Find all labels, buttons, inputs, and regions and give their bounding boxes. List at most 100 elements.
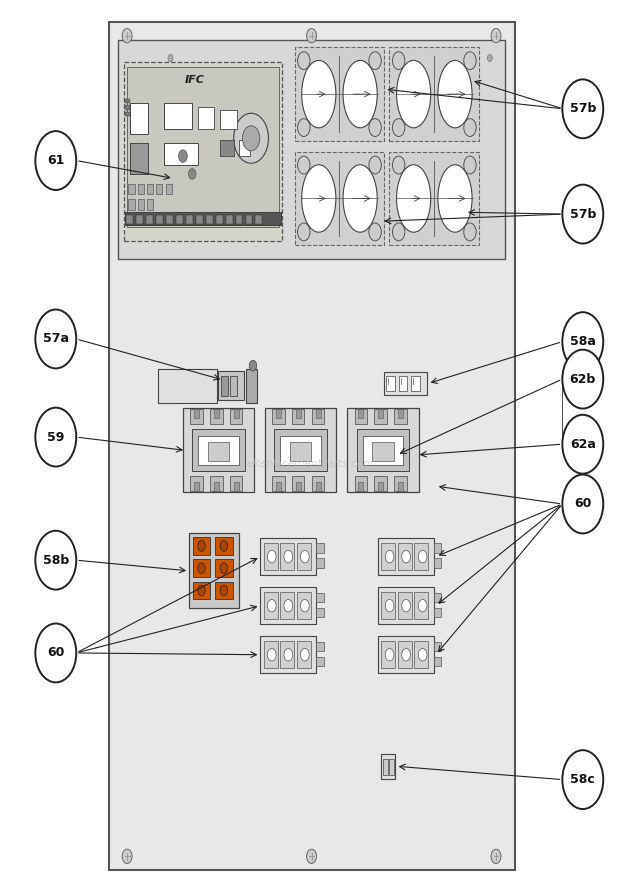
Circle shape — [369, 52, 381, 70]
Bar — [125, 212, 281, 225]
Ellipse shape — [343, 165, 377, 232]
Bar — [210, 409, 223, 424]
Bar — [198, 436, 239, 466]
Circle shape — [418, 550, 427, 563]
Bar — [280, 592, 294, 619]
Circle shape — [402, 599, 410, 612]
Bar — [374, 409, 387, 424]
Ellipse shape — [438, 61, 472, 128]
Text: 59: 59 — [47, 431, 64, 443]
Bar — [414, 543, 428, 570]
Circle shape — [562, 415, 603, 474]
Circle shape — [418, 599, 427, 612]
Bar — [356, 429, 409, 471]
Bar — [193, 537, 210, 555]
Circle shape — [179, 150, 187, 162]
Bar — [381, 592, 396, 619]
Circle shape — [301, 599, 309, 612]
Bar — [118, 40, 505, 259]
Bar — [166, 184, 172, 194]
Circle shape — [188, 169, 196, 179]
Bar — [434, 657, 441, 666]
Circle shape — [369, 223, 381, 241]
Bar — [312, 476, 324, 491]
Circle shape — [298, 119, 310, 136]
Circle shape — [267, 550, 276, 563]
Circle shape — [35, 531, 76, 590]
Bar — [294, 152, 384, 245]
Bar — [125, 112, 130, 116]
Bar — [255, 215, 262, 224]
Circle shape — [220, 563, 228, 574]
Bar — [399, 376, 407, 391]
Bar — [265, 408, 336, 492]
Circle shape — [220, 585, 228, 596]
Bar — [198, 107, 214, 129]
Circle shape — [464, 119, 476, 136]
Bar — [316, 641, 324, 651]
Bar — [389, 47, 479, 141]
Bar — [434, 543, 441, 553]
Bar — [280, 641, 294, 668]
Bar — [146, 215, 153, 224]
Bar — [194, 482, 199, 491]
Bar — [355, 409, 367, 424]
Text: 58b: 58b — [43, 554, 69, 566]
Circle shape — [198, 563, 205, 574]
Circle shape — [385, 550, 394, 563]
Bar — [381, 641, 396, 668]
Bar — [236, 215, 242, 224]
Bar — [193, 582, 210, 599]
Bar — [147, 199, 153, 210]
Bar — [381, 754, 395, 779]
Ellipse shape — [302, 61, 336, 128]
Circle shape — [562, 185, 603, 244]
Bar — [214, 409, 219, 418]
Bar — [398, 641, 412, 668]
Text: 61: 61 — [47, 154, 64, 167]
Bar — [156, 184, 162, 194]
Bar — [126, 215, 133, 224]
Bar — [218, 371, 244, 400]
Bar — [398, 592, 412, 619]
Bar — [234, 409, 239, 418]
Bar — [186, 215, 193, 224]
Bar — [374, 476, 387, 491]
Bar — [264, 543, 278, 570]
Circle shape — [35, 408, 76, 467]
Bar — [230, 376, 237, 396]
Circle shape — [35, 131, 76, 190]
Bar — [394, 409, 407, 424]
Bar — [215, 582, 232, 599]
Bar — [124, 62, 282, 241]
Circle shape — [284, 648, 293, 661]
Bar — [280, 543, 294, 570]
Circle shape — [301, 648, 309, 661]
Bar — [210, 476, 223, 491]
Bar — [194, 409, 199, 418]
Circle shape — [464, 156, 476, 174]
Bar — [215, 559, 232, 577]
Bar — [128, 184, 135, 194]
Bar — [230, 409, 242, 424]
Bar — [192, 429, 245, 471]
Bar — [274, 429, 327, 471]
Bar — [394, 476, 407, 491]
Circle shape — [35, 624, 76, 682]
Bar — [138, 184, 144, 194]
Circle shape — [562, 750, 603, 809]
Bar — [434, 607, 441, 617]
Bar — [398, 543, 412, 570]
Bar — [130, 103, 148, 134]
Bar — [411, 376, 420, 391]
Bar — [316, 558, 324, 568]
Bar — [220, 110, 237, 129]
Bar — [108, 22, 515, 870]
Bar — [378, 538, 434, 575]
Circle shape — [234, 113, 268, 163]
Bar — [220, 140, 234, 156]
Circle shape — [562, 350, 603, 409]
Text: 60: 60 — [47, 647, 64, 659]
Bar — [378, 409, 383, 418]
Circle shape — [242, 126, 260, 151]
